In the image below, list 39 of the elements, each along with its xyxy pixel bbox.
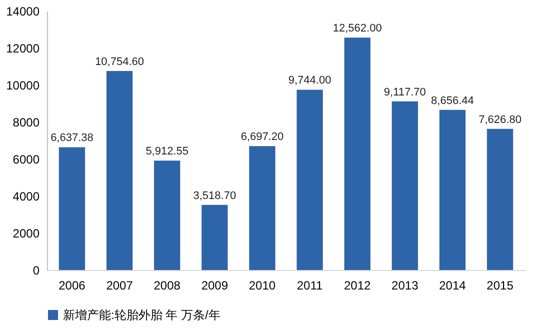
bar (296, 90, 323, 270)
x-tick-label: 2009 (201, 278, 228, 292)
data-label: 10,754.60 (95, 56, 144, 68)
bar (202, 204, 228, 270)
data-label: 5,912.55 (146, 146, 189, 158)
data-label: 6,697.20 (240, 131, 284, 144)
data-label: 8,656.44 (431, 94, 474, 107)
x-tick-label: 2011 (296, 278, 324, 292)
x-tick-label: 2012 (344, 278, 372, 292)
x-tick-label: 2013 (392, 278, 419, 292)
data-label: 9,744.00 (288, 74, 332, 87)
data-label: 7,626.80 (478, 114, 522, 126)
bar (344, 38, 370, 270)
y-tick-label: 4000 (12, 190, 40, 204)
bar (154, 160, 180, 270)
data-label: 9,117.70 (384, 86, 426, 98)
y-tick-label: 12000 (6, 42, 40, 56)
data-label: 6,637.38 (50, 132, 94, 144)
data-label: 12,562.00 (332, 22, 382, 35)
x-tick-label: 2006 (58, 278, 86, 292)
legend-label: 新增产能:轮胎外胎 年 万条/年 (63, 308, 220, 322)
bar (106, 71, 133, 270)
bar (58, 147, 86, 270)
x-tick-label: 2008 (154, 278, 181, 292)
x-tick-label: 2007 (106, 278, 134, 292)
y-tick-label: 0 (32, 264, 40, 278)
bar (249, 146, 276, 270)
x-tick-label: 2015 (486, 278, 514, 292)
x-tick-label: 2014 (439, 278, 466, 292)
y-tick-label: 10000 (6, 78, 40, 92)
data-label: 3,518.70 (193, 190, 236, 202)
y-tick-label: 2000 (12, 226, 40, 240)
y-tick-label: 8000 (12, 116, 40, 130)
y-tick-label: 6000 (12, 152, 40, 166)
bar (486, 128, 514, 270)
y-tick-label: 14000 (6, 4, 40, 18)
bar (439, 110, 466, 270)
x-tick-label: 2010 (248, 278, 276, 292)
bar (392, 101, 418, 270)
